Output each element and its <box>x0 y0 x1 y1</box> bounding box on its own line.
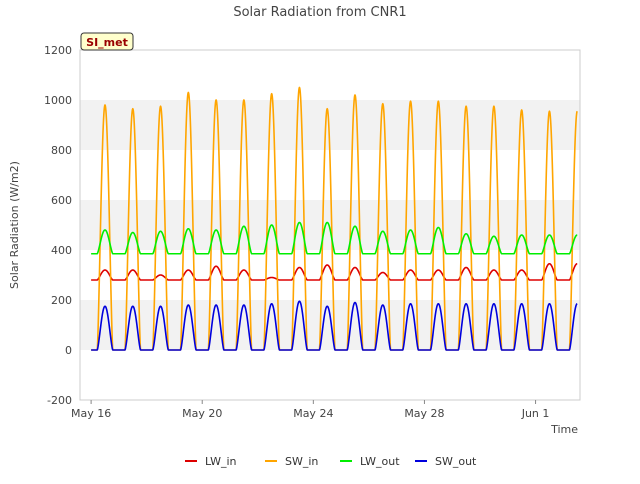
y-tick-label: -200 <box>47 394 72 407</box>
y-tick-label: 1000 <box>44 94 72 107</box>
grid-band <box>80 250 580 300</box>
grid-band <box>80 300 580 350</box>
station-tag: SI_met <box>80 32 134 51</box>
y-tick-label: 200 <box>51 294 72 307</box>
y-tick-label: 800 <box>51 144 72 157</box>
grid-band <box>80 350 580 400</box>
x-tick-label: May 16 <box>71 407 111 420</box>
legend-label: SW_out <box>435 455 477 468</box>
plot-frame <box>79 49 581 401</box>
x-tick-label: May 24 <box>293 407 333 420</box>
legend-label: LW_out <box>360 455 400 468</box>
x-tick-label: Jun 1 <box>521 407 550 420</box>
x-tick-label: May 20 <box>182 407 222 420</box>
series-line-lw_in <box>90 262 578 281</box>
series-line-sw_out <box>90 300 578 351</box>
grid-band <box>80 50 580 100</box>
series-layer <box>90 86 578 351</box>
y-tick-label: 1200 <box>44 44 72 57</box>
legend: LW_in SW_in LW_out SW_out <box>185 455 477 468</box>
station-label: SI_met <box>86 36 128 49</box>
y-tick-label: 400 <box>51 244 72 257</box>
x-tick-label: May 28 <box>404 407 444 420</box>
legend-label: SW_in <box>285 455 318 468</box>
y-axis: -200 0 200 400 600 800 1000 1200 <box>44 44 72 407</box>
y-tick-label: 0 <box>65 344 72 357</box>
y-axis-label: Solar Radiation (W/m2) <box>8 161 21 289</box>
grid-bands <box>80 50 580 400</box>
y-tick-label: 600 <box>51 194 72 207</box>
x-axis-label: Time <box>550 423 578 436</box>
legend-label: LW_in <box>205 455 237 468</box>
series-line-lw_out <box>90 221 578 255</box>
x-axis: May 16 May 20 May 24 May 28 Jun 1 <box>71 400 549 420</box>
chart-title: Solar Radiation from CNR1 <box>233 5 406 20</box>
